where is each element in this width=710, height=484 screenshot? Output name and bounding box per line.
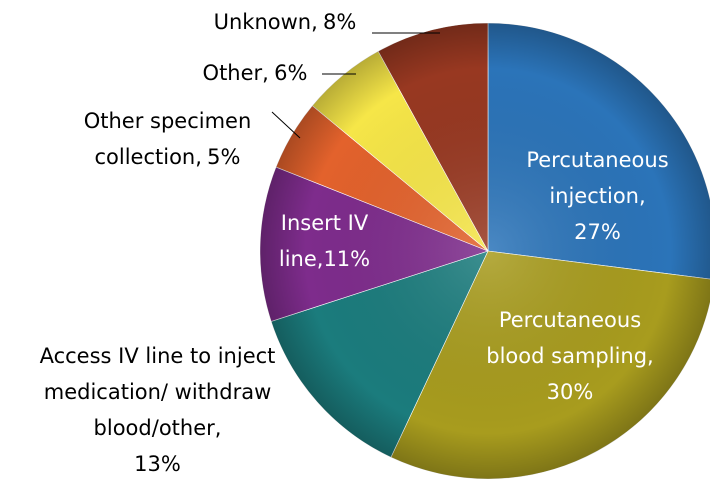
category-label: Insert IV line, [278, 211, 369, 271]
value-label: 13% [134, 452, 181, 476]
slice-label: Other, 6% [170, 55, 340, 91]
slice-label: Access IV line to inject medication/ wit… [35, 338, 280, 482]
slice-label: Percutaneous injection, 27% [505, 142, 690, 250]
category-label: Unknown, [213, 10, 318, 34]
category-label: Percutaneous blood sampling, [486, 308, 654, 368]
category-label: Percutaneous injection, [526, 148, 669, 208]
value-label: 27% [574, 220, 621, 244]
slice-label: Other specimen collection, 5% [55, 103, 280, 175]
value-label: 5% [207, 145, 241, 169]
slice-label: Percutaneous blood sampling, 30% [470, 302, 670, 410]
value-label: 11% [323, 247, 371, 271]
value-label: 8% [323, 10, 357, 34]
category-label: Other specimen collection, [83, 109, 252, 169]
value-label: 30% [546, 380, 594, 404]
value-label: 6% [274, 61, 308, 85]
category-label: Other, [202, 61, 269, 85]
category-label: Access IV line to inject medication/ wit… [39, 344, 276, 440]
slice-label: Insert IV line,11% [262, 205, 387, 277]
leader-line [271, 111, 301, 139]
slice-label: Unknown, 8% [180, 4, 390, 40]
